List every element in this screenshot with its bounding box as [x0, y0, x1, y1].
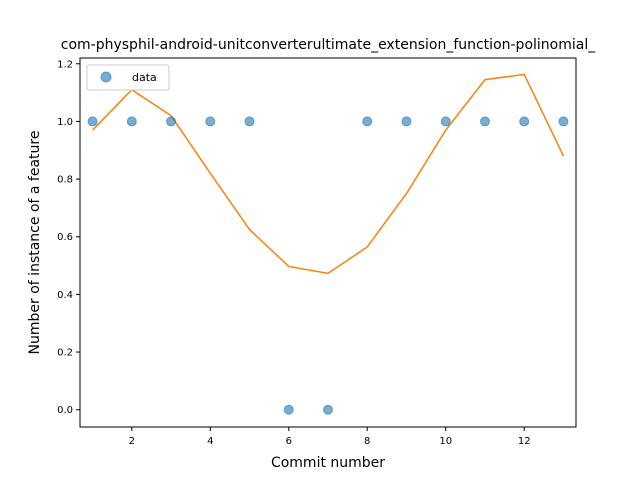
y-axis: 0.0 0.2 0.4 0.6 0.8 1.0 1.2 — [57, 59, 80, 416]
x-tick-label: 8 — [364, 436, 370, 447]
y-tick-label: 0.2 — [57, 348, 73, 359]
data-point — [244, 116, 255, 127]
y-axis-label: Number of instance of a feature — [27, 131, 43, 355]
x-tick-label: 4 — [207, 436, 213, 447]
legend-label-data: data — [132, 71, 157, 84]
legend-box — [86, 64, 170, 91]
data-point — [126, 116, 137, 127]
y-tick-label: 1.2 — [57, 59, 73, 70]
data-point — [166, 116, 177, 127]
x-axis-label: Commit number — [271, 455, 385, 471]
data-point — [283, 404, 294, 415]
data-point — [323, 404, 333, 415]
x-tick-label: 12 — [518, 436, 531, 447]
series-line — [92, 73, 565, 275]
data-point — [479, 116, 490, 127]
data-point — [401, 116, 412, 127]
x-tick-label: 2 — [129, 436, 135, 447]
x-tick-label: 10 — [439, 436, 452, 447]
data-point — [440, 116, 451, 127]
chart-title: com-physphil-android-unitconverterultima… — [61, 37, 596, 53]
x-tick-label: 6 — [286, 436, 292, 447]
data-point — [205, 116, 216, 127]
chart-marks — [87, 73, 569, 415]
data-point — [558, 116, 569, 127]
y-tick-label: 0.8 — [57, 175, 73, 186]
x-axis: 2 4 6 8 10 12 — [129, 427, 531, 447]
y-tick-label: 0.4 — [57, 290, 73, 301]
y-tick-label: 1.0 — [57, 117, 73, 128]
legend: data — [86, 64, 170, 91]
data-point — [362, 116, 373, 127]
y-tick-label: 0.6 — [57, 232, 73, 243]
data-point — [519, 116, 530, 127]
legend-marker-data — [100, 71, 112, 83]
data-point — [87, 116, 98, 127]
y-tick-label: 0.0 — [57, 405, 73, 416]
axes-frame — [79, 57, 577, 428]
